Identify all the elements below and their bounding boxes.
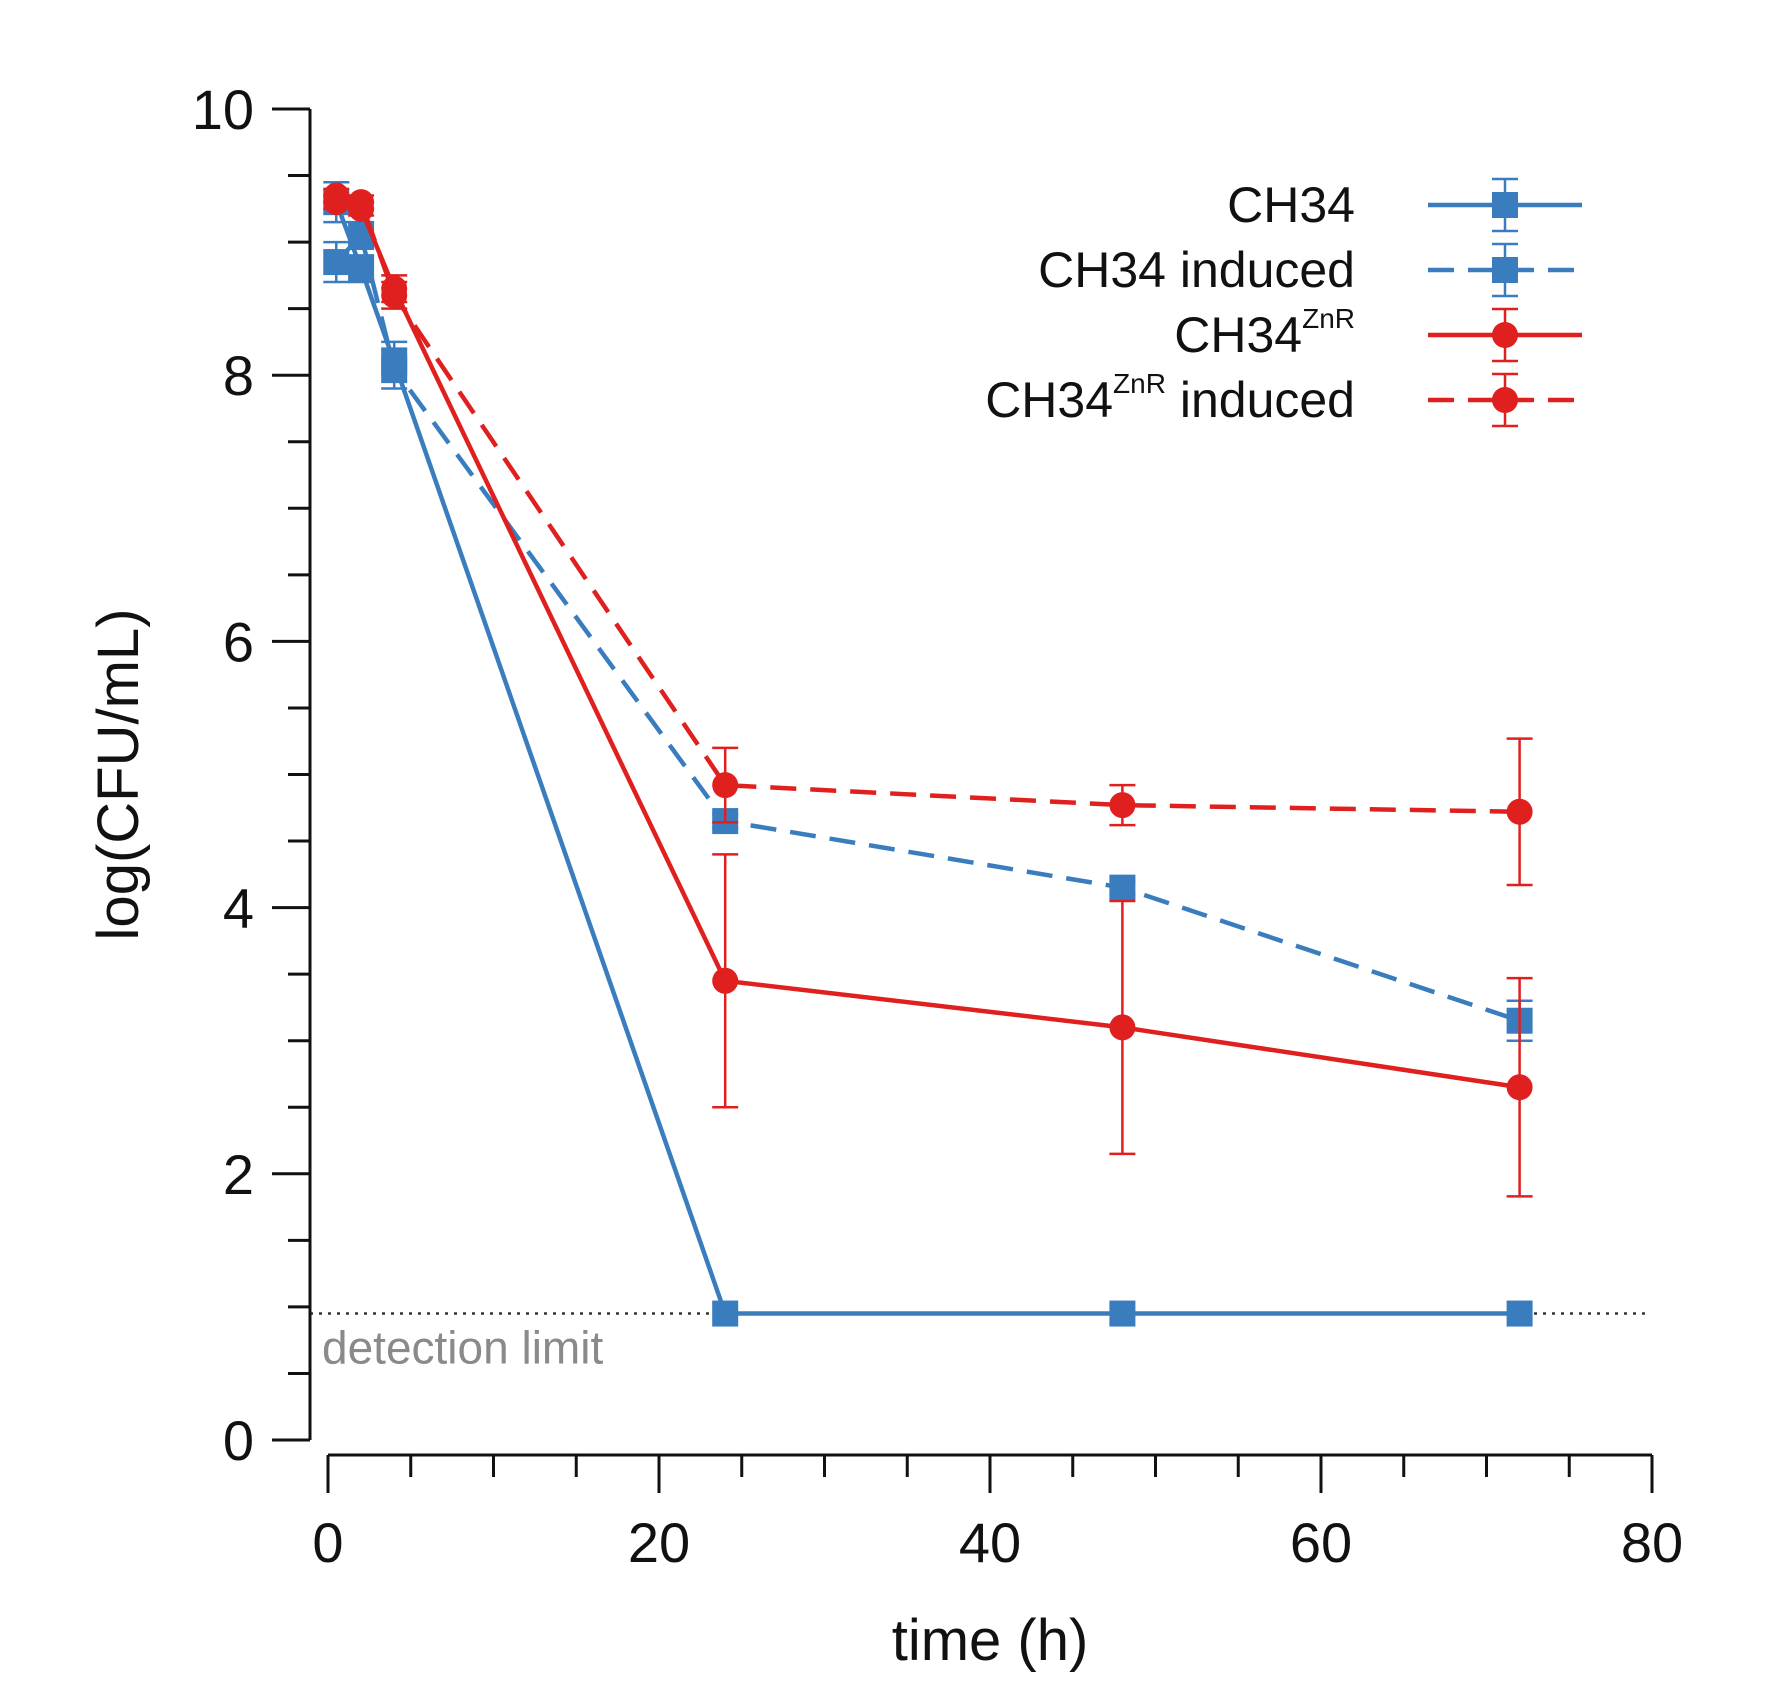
x-tick-label: 0 (312, 1511, 343, 1574)
legend-marker (1492, 257, 1518, 283)
legend-marker (1492, 322, 1518, 348)
data-point (323, 189, 350, 216)
series-line (334, 201, 1520, 1316)
data-point (712, 1300, 739, 1327)
legend-entry-4: CH34ZnR induced (985, 368, 1582, 428)
legend-label: CH34 (1227, 177, 1355, 233)
series-2 (323, 220, 1533, 1042)
x-axis-title: time (h) (892, 1608, 1089, 1673)
data-point (1109, 874, 1136, 901)
data-point (381, 282, 408, 309)
y-tick-label: 10 (192, 78, 254, 141)
y-tick-label: 6 (223, 610, 254, 673)
y-tick-label: 8 (223, 344, 254, 407)
legend-entry-2: CH34 induced (1038, 242, 1582, 298)
legend-label: CH34ZnR induced (985, 368, 1355, 428)
series-line (334, 233, 1521, 1023)
y-tick-label: 4 (223, 877, 254, 940)
data-point (348, 189, 375, 216)
data-point (1109, 1014, 1136, 1041)
legend-entry-1: CH34 (1227, 177, 1582, 233)
y-tick-label: 0 (223, 1409, 254, 1472)
y-tick-label: 2 (223, 1143, 254, 1206)
legend-marker (1492, 192, 1518, 218)
data-point (712, 772, 739, 799)
series-3 (323, 182, 1533, 1198)
detection-limit-label: detection limit (322, 1322, 603, 1374)
x-tick-label: 60 (1290, 1511, 1352, 1574)
data-point (1506, 798, 1533, 825)
series-4 (323, 189, 1533, 887)
legend-entry-3: CH34ZnR (1174, 303, 1582, 363)
x-tick-label: 20 (628, 1511, 690, 1574)
data-point (1109, 792, 1136, 819)
x-tick-label: 40 (959, 1511, 1021, 1574)
axes: 0 2 4 6 8 10 0 20 40 60 80 time (h) log(CFU/mL) (86, 78, 1683, 1673)
plot-area: detection limit (310, 180, 1645, 1374)
data-point (348, 255, 375, 282)
legend-label: CH34ZnR (1174, 303, 1355, 363)
y-axis-title: log(CFU/mL) (86, 609, 151, 941)
data-point (1506, 1074, 1533, 1101)
legend-label: CH34 induced (1038, 242, 1355, 298)
x-tick-label: 80 (1621, 1511, 1683, 1574)
data-point (1109, 1300, 1136, 1327)
data-point (1506, 1300, 1533, 1327)
data-point (323, 249, 350, 276)
legend-marker (1492, 387, 1518, 413)
data-point (381, 355, 408, 382)
series-1 (323, 180, 1533, 1327)
data-point (712, 967, 739, 994)
